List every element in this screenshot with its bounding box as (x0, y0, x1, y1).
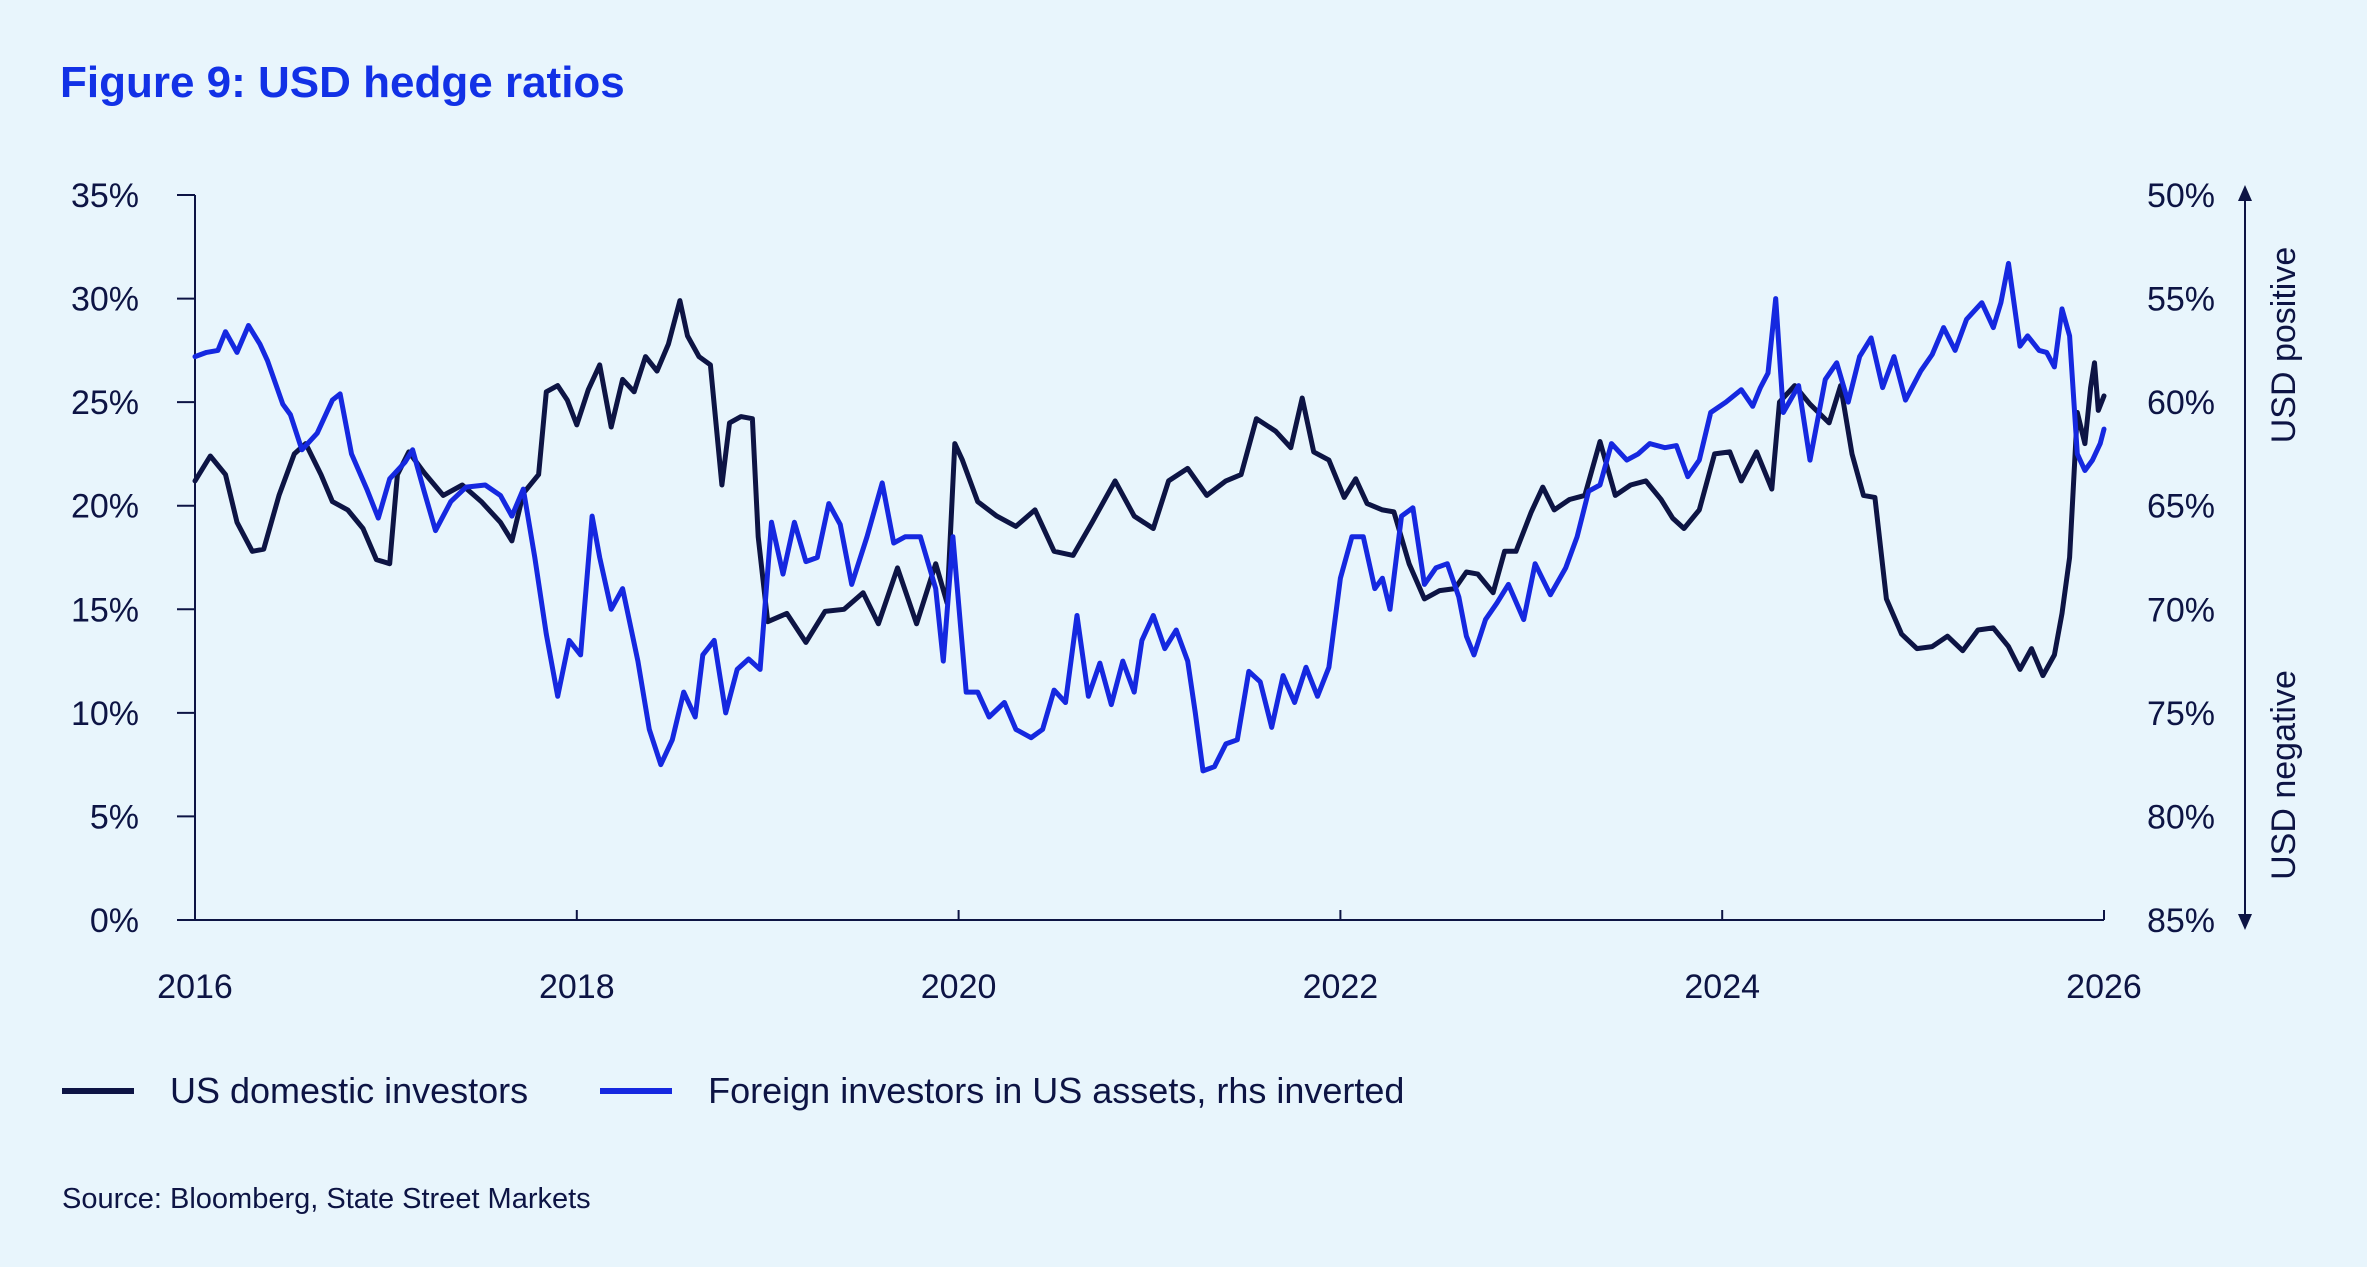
y-left-tick-label: 20% (71, 488, 139, 526)
y-right-tick-label: 60% (2147, 384, 2215, 422)
axes-layer (177, 185, 2252, 930)
y-right-tick-label: 85% (2147, 902, 2215, 940)
y-left-tick-label: 25% (71, 384, 139, 422)
legend-swatch-us-domestic (62, 1088, 134, 1094)
x-tick-label: 2020 (921, 968, 997, 1006)
legend-item-foreign: Foreign investors in US assets, rhs inve… (600, 1070, 1404, 1112)
y-right-tick-label: 80% (2147, 798, 2215, 836)
legend-label-foreign: Foreign investors in US assets, rhs inve… (708, 1070, 1405, 1111)
legend: US domestic investors Foreign investors … (62, 1070, 1476, 1112)
y-right-tick-label: 55% (2147, 281, 2215, 319)
x-tick-label: 2026 (2066, 968, 2142, 1006)
y-right-tick-label: 50% (2147, 177, 2215, 215)
y-left-tick-label: 30% (71, 281, 139, 319)
legend-item-us-domestic: US domestic investors (62, 1070, 528, 1112)
y-left-tick-label: 10% (71, 695, 139, 733)
x-tick-label: 2018 (539, 968, 615, 1006)
y-right-tick-label: 65% (2147, 488, 2215, 526)
chart-title: Figure 9: USD hedge ratios (60, 58, 625, 107)
y-left-tick-label: 5% (90, 798, 139, 836)
x-tick-label: 2024 (1684, 968, 1760, 1006)
x-tick-label: 2022 (1303, 968, 1379, 1006)
annotation-usd-positive: USD positive (2265, 247, 2303, 444)
legend-swatch-foreign (600, 1088, 673, 1094)
y-left-tick-label: 35% (71, 177, 139, 215)
arrow-down-icon (2238, 914, 2252, 930)
series-line-foreign (192, 260, 2107, 774)
arrow-up-icon (2238, 185, 2252, 201)
y-right-tick-label: 70% (2147, 591, 2215, 629)
y-left-tick-label: 0% (90, 902, 139, 940)
y-right-tick-label: 75% (2147, 695, 2215, 733)
labels-layer: 0% 5% 10% 15% 20% 25% 30% 35% 2016 2018 2020 2022 20… (71, 177, 2303, 1006)
x-tick-label: 2016 (157, 968, 233, 1006)
y-left-tick-label: 15% (71, 591, 139, 629)
annotation-usd-negative: USD negative (2265, 670, 2303, 880)
series-line-us-domestic (192, 298, 2107, 679)
legend-label-us-domestic: US domestic investors (170, 1070, 529, 1111)
series-layer (192, 260, 2107, 774)
source-note: Source: Bloomberg, State Street Markets (62, 1183, 591, 1215)
